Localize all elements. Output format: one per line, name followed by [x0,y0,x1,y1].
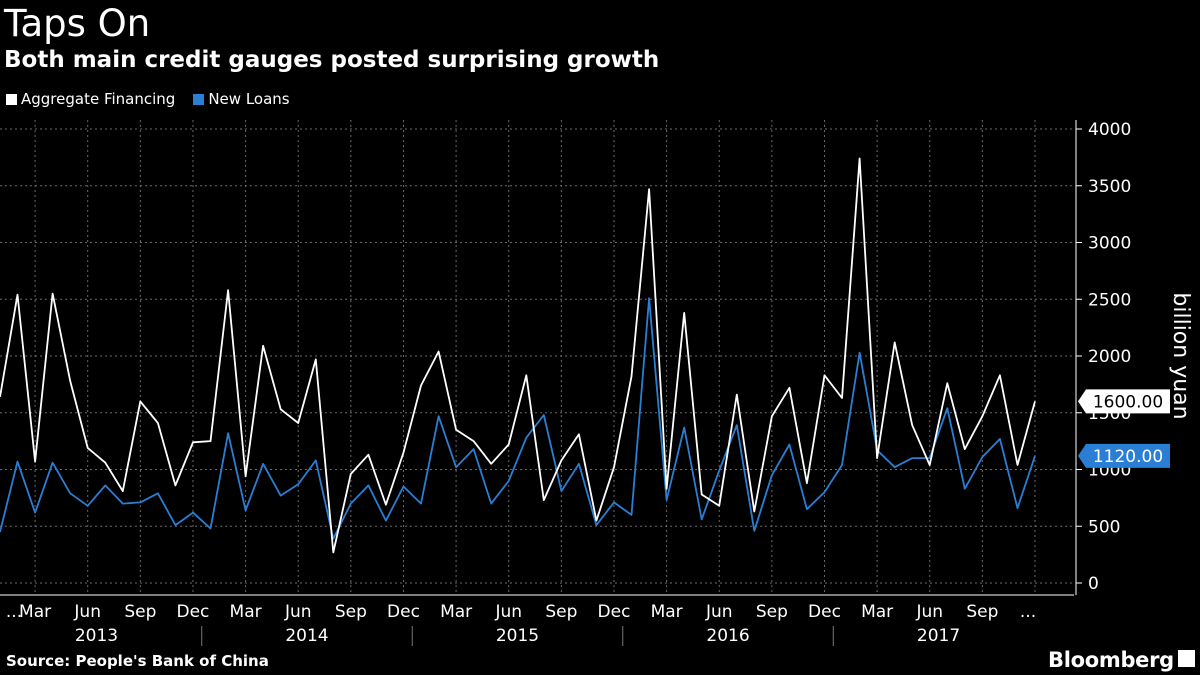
x-tick-label: Sep [545,602,577,622]
x-tick-label: Jun [284,602,312,622]
year-label: 2014 [285,626,328,646]
chart-title: Taps On [4,2,151,45]
x-tick-label: Sep [124,602,156,622]
x-tick-label: Dec [387,602,420,622]
year-label: 2016 [706,626,749,646]
legend-label-aggregate-financing: Aggregate Financing [21,90,176,108]
y-tick-label: 3000 [1088,234,1131,254]
legend-label-new-loans: New Loans [208,90,290,108]
legend-item-aggregate-financing: Aggregate Financing [6,90,175,108]
source-note: Source: People's Bank of China [6,652,269,670]
legend: Aggregate Financing New Loans [6,90,290,108]
year-label: 2017 [917,626,960,646]
last-value-aggregate-financing-box [1078,389,1170,414]
legend-swatch-new-loans [193,93,205,105]
last-value-aggregate-financing-label: 1600.00 [1093,392,1163,412]
y-tick-label: 4000 [1088,120,1131,140]
x-tick-label: Jun [705,602,733,622]
y-axis-label: billion yuan [1168,292,1193,419]
x-tick-label: Dec [808,602,841,622]
x-tick-label: Sep [756,602,788,622]
chart-subtitle: Both main credit gauges posted surprisin… [4,47,660,73]
brand-logo: Bloomberg [1048,648,1174,672]
x-tick-label: Sep [335,602,367,622]
year-label: 2013 [75,626,118,646]
y-tick-label: 0 [1088,574,1099,594]
bloomberg-terminal-icon [1178,650,1195,667]
x-tick-label: Mar [230,602,262,622]
x-tick-label: Mar [19,602,51,622]
last-value-new-loans-box [1078,443,1170,468]
legend-item-new-loans: New Loans [193,90,290,108]
year-label: 2015 [496,626,539,646]
x-tick-label: Dec [598,602,631,622]
y-tick-label: 2500 [1088,290,1131,310]
x-tick-label: Jun [494,602,522,622]
x-tick-label: ... [6,602,22,622]
y-tick-label: 500 [1088,517,1120,537]
x-tick-label: Sep [966,602,998,622]
new-loans-line [0,297,1036,540]
y-tick-label: 3500 [1088,177,1131,197]
x-tick-label: Jun [73,602,101,622]
legend-swatch-aggregate-financing [6,93,17,105]
x-tick-label: Mar [861,602,893,622]
last-value-new-loans-label: 1120.00 [1093,447,1163,467]
x-tick-label: Dec [177,602,210,622]
x-tick-label: Jun [915,602,943,622]
y-tick-label: 2000 [1088,347,1131,367]
x-tick-label: Mar [651,602,683,622]
aggregate-financing-line [0,157,1036,554]
x-tick-label: ... [1020,602,1036,622]
x-tick-label: Mar [440,602,472,622]
